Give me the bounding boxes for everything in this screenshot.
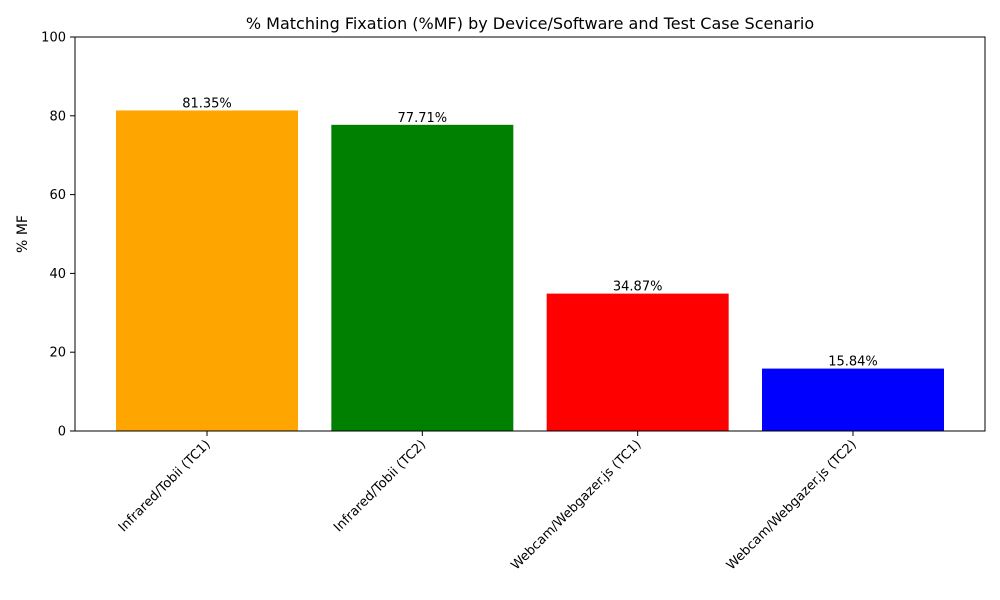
bar-2: [331, 124, 514, 431]
bar-1: [116, 110, 298, 431]
x-tick-label: Infrared/Tobii (TC1): [116, 437, 214, 535]
y-axis-label: % MF: [15, 215, 31, 253]
bar-value-label: 15.84%: [828, 355, 878, 370]
y-tick-label: 20: [49, 346, 66, 361]
bar-value-label: 77.71%: [398, 111, 448, 126]
y-tick-label: 60: [49, 188, 66, 203]
chart-title: % Matching Fixation (%MF) by Device/Soft…: [246, 14, 814, 33]
bar-value-label: 81.35%: [182, 96, 232, 111]
y-tick-label: 80: [49, 109, 66, 124]
x-tick-label: Webcam/Webgazer.js (TC2): [724, 437, 860, 573]
y-tick-label: 0: [58, 425, 66, 440]
y-tick-label: 100: [41, 31, 66, 46]
x-tick-label: Infrared/Tobii (TC2): [331, 437, 429, 535]
plot-frame: [74, 36, 986, 432]
bar-3: [546, 293, 729, 431]
y-tick-label: 40: [49, 267, 66, 282]
bars-layer: 81.35% 77.71% 34.87% 15.84%: [116, 96, 944, 431]
bar-4: [762, 368, 944, 431]
bar-value-label: 34.87%: [613, 280, 663, 295]
x-tick-label: Webcam/Webgazer.js (TC1): [508, 437, 644, 573]
